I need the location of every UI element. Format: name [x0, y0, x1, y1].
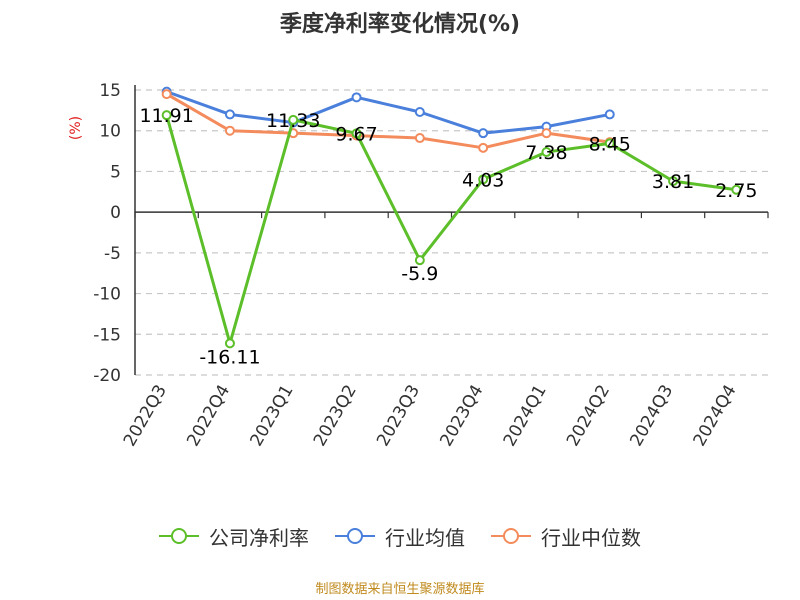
data-label: 11.91 [139, 105, 193, 127]
series-line [165, 114, 737, 345]
legend-label-industry-avg: 行业均值 [385, 525, 465, 550]
x-tick-label: 2022Q4 [183, 382, 234, 450]
data-point[interactable] [351, 128, 362, 139]
x-tick-label: 2024Q4 [690, 382, 741, 450]
legend-line-circle-icon [491, 528, 531, 544]
legend-item-industry-median[interactable]: 行业中位数 [491, 522, 641, 551]
y-axis-label: (%) [68, 116, 84, 140]
data-label: -16.11 [199, 346, 260, 368]
legend-item-industry-avg[interactable]: 行业均值 [335, 522, 465, 551]
data-labels: 11.91 -16.11 11.33 9.67 -5.9 4.03 7.38 8.45 3.81… [139, 105, 757, 368]
data-point[interactable] [668, 176, 679, 187]
data-label: 8.45 [589, 133, 631, 155]
legend-label-company: 公司净利率 [209, 525, 309, 550]
data-point[interactable] [604, 109, 615, 120]
y-tick-label: -10 [93, 285, 121, 305]
data-point[interactable] [478, 128, 489, 139]
chart-title: 季度净利率变化情况(%) [279, 12, 521, 37]
data-label: 2.75 [715, 180, 757, 202]
x-tick-label: 2023Q1 [247, 382, 298, 450]
data-label: 3.81 [652, 171, 694, 193]
data-point[interactable] [414, 255, 425, 266]
legend: 公司净利率 行业均值 行业中位数 [0, 520, 800, 552]
x-tick-label: 2023Q2 [310, 382, 361, 450]
data-point[interactable] [478, 174, 489, 185]
data-point[interactable] [731, 184, 742, 195]
data-point[interactable] [288, 114, 299, 125]
series-line [165, 92, 610, 150]
y-tick-label: -20 [93, 366, 121, 386]
x-tick-label: 2023Q3 [373, 382, 424, 450]
data-point[interactable] [351, 92, 362, 103]
y-tick-label: 0 [110, 203, 121, 223]
data-point[interactable] [161, 110, 172, 121]
y-tick-label: 15 [99, 81, 121, 101]
x-tick-label: 2023Q4 [436, 382, 487, 450]
data-point[interactable] [478, 142, 489, 153]
source-note: 制图数据来自恒生聚源数据库 [315, 582, 485, 597]
data-label: 11.33 [266, 110, 320, 132]
data-label: -5.9 [401, 263, 438, 285]
data-label: 9.67 [335, 123, 377, 145]
legend-item-company[interactable]: 公司净利率 [159, 522, 309, 551]
data-point[interactable] [161, 89, 172, 100]
data-label: 4.03 [462, 169, 504, 191]
x-tick-label: 2024Q2 [563, 382, 614, 450]
x-tick-label: 2024Q3 [626, 382, 677, 450]
data-point[interactable] [541, 128, 552, 139]
x-tick-label: 2024Q1 [500, 382, 551, 450]
data-point[interactable] [541, 147, 552, 158]
series-lines [161, 86, 742, 349]
legend-line-circle-icon [335, 528, 375, 544]
data-point[interactable] [604, 138, 615, 149]
data-point[interactable] [224, 125, 235, 136]
y-tick-label: 5 [110, 162, 121, 182]
legend-line-circle-icon [159, 528, 199, 544]
y-tick-label: 10 [99, 122, 121, 142]
series-line [166, 90, 611, 135]
data-point[interactable] [224, 338, 235, 349]
data-point[interactable] [224, 109, 235, 120]
data-point[interactable] [414, 106, 425, 117]
legend-label-industry-median: 行业中位数 [541, 525, 641, 550]
data-point[interactable] [414, 133, 425, 144]
y-tick-label: -15 [93, 325, 121, 345]
x-tick-label: 2022Q3 [120, 382, 171, 450]
y-tick-label: -5 [104, 244, 121, 264]
data-label: 7.38 [525, 142, 567, 164]
